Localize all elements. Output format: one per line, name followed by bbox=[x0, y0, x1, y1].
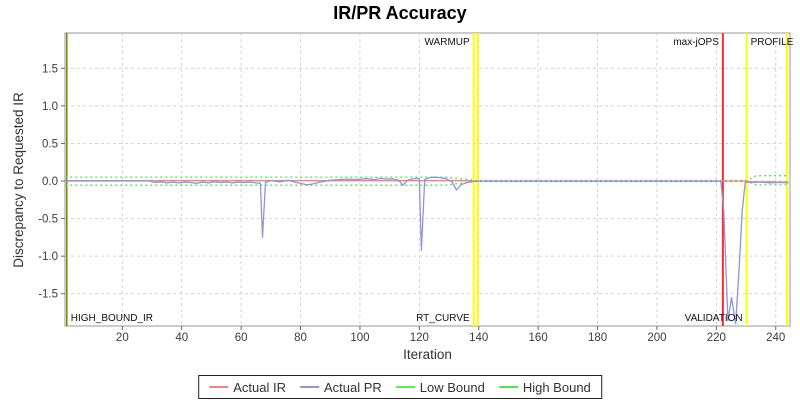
x-tick-label: 160 bbox=[529, 332, 548, 344]
x-tick-label: 220 bbox=[707, 332, 726, 344]
y-tick-label: -0.5 bbox=[38, 214, 58, 226]
phase-label-max-jops: max-jOPS bbox=[673, 37, 719, 48]
legend-swatch-actual-ir bbox=[209, 386, 229, 388]
x-axis-label: Iteration bbox=[403, 347, 452, 362]
phase-label-warmup: WARMUP bbox=[424, 37, 470, 48]
phase-label-high_bound_ir: HIGH_BOUND_IR bbox=[71, 313, 153, 324]
x-tick-label: 40 bbox=[175, 332, 188, 344]
phase-label-rt_curve: RT_CURVE bbox=[416, 313, 470, 324]
y-tick-label: 1.0 bbox=[42, 101, 58, 113]
x-tick-label: 80 bbox=[294, 332, 307, 344]
x-tick-label: 100 bbox=[350, 332, 369, 344]
legend: Actual IR Actual PR Low Bound High Bound bbox=[198, 375, 602, 399]
plot-area: 20 40 60 80 100 120 140 160 180 200 220 240 1.5 1.0 0.… bbox=[38, 32, 794, 344]
y-tick-label: 1.5 bbox=[42, 63, 58, 75]
x-tick-label: 180 bbox=[588, 332, 607, 344]
legend-swatch-high-bound bbox=[498, 386, 518, 388]
plot-border bbox=[64, 32, 791, 327]
legend-label-high-bound: High Bound bbox=[522, 379, 591, 395]
x-tick-label: 60 bbox=[235, 332, 248, 344]
y-tick-label: 0.5 bbox=[42, 138, 58, 150]
legend-item-high-bound: High Bound bbox=[498, 379, 591, 395]
y-axis-label: Discrepancy to Requested IR bbox=[11, 92, 26, 268]
x-tick-label: 240 bbox=[766, 332, 785, 344]
legend-swatch-low-bound bbox=[395, 386, 415, 388]
chart-title: IR/PR Accuracy bbox=[333, 3, 467, 23]
legend-label-actual-ir: Actual IR bbox=[233, 379, 286, 395]
y-tick-label: -1.0 bbox=[38, 251, 58, 263]
y-tick-label: -1.5 bbox=[38, 289, 58, 301]
x-tick-label: 20 bbox=[116, 332, 129, 344]
legend-label-low-bound: Low Bound bbox=[419, 379, 485, 395]
y-tick-label: 0.0 bbox=[42, 176, 58, 188]
legend-item-actual-ir: Actual IR bbox=[209, 380, 286, 395]
series-actual-pr bbox=[65, 176, 789, 325]
phase-label-validation: VALIDATION bbox=[685, 313, 743, 324]
legend-item-actual-pr: Actual PR bbox=[299, 379, 382, 395]
legend-swatch-actual-pr bbox=[299, 386, 319, 388]
x-tick-label: 120 bbox=[410, 332, 429, 344]
legend-label-actual-pr: Actual PR bbox=[323, 379, 382, 395]
x-tick-label: 200 bbox=[647, 332, 666, 344]
phase-label-profile: PROFILE bbox=[751, 37, 794, 48]
x-tick-label: 140 bbox=[469, 332, 488, 344]
legend-item-low-bound: Low Bound bbox=[395, 379, 485, 395]
